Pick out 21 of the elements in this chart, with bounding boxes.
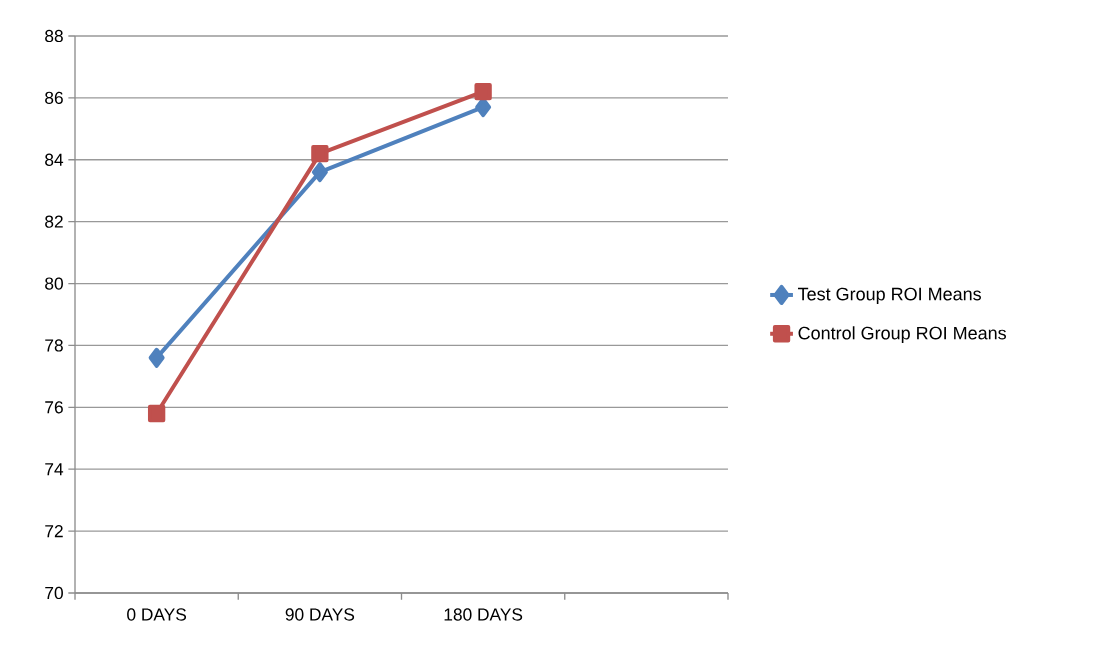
- point: [147, 404, 166, 423]
- x-tick-label: 0 DAYS: [127, 608, 187, 621]
- x-tick-label: 180 DAYS: [444, 608, 523, 621]
- y-tick-label: 76: [45, 401, 63, 414]
- legend-label: Test Group ROI Means: [798, 287, 981, 304]
- y-tick-label: 72: [45, 525, 63, 538]
- point: [475, 97, 492, 118]
- y-tick-label: 86: [45, 91, 63, 105]
- y-tick-label: 70: [45, 586, 63, 600]
- x-tick-label: 90 DAYS: [285, 608, 355, 621]
- y-tick-label: 78: [45, 339, 63, 352]
- legend-label: Control Group ROI Means: [798, 326, 1006, 344]
- point: [311, 144, 329, 163]
- point: [311, 162, 328, 183]
- y-tick-label: 84: [45, 153, 64, 166]
- y-tick-label: 80: [45, 277, 63, 290]
- y-tick-label: 88: [45, 29, 63, 43]
- point: [148, 347, 165, 368]
- point: [474, 83, 492, 101]
- y-tick-label: 82: [45, 215, 63, 228]
- y-tick-label: 74: [45, 463, 64, 476]
